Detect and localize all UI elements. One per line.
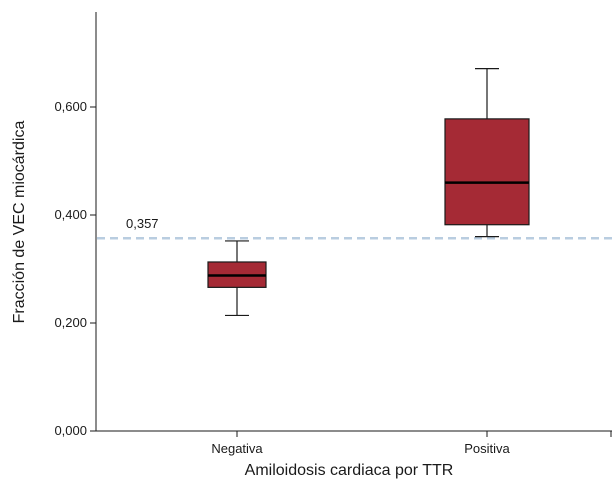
y-tick-label: 0,600 <box>54 99 87 114</box>
y-axis-title: Fracción de VEC miocárdica <box>11 121 28 324</box>
x-axis-title: Amiloidosis cardiaca por TTR <box>245 462 454 479</box>
box-iqr <box>444 118 530 226</box>
reference-line-group: 0,357 <box>97 216 612 240</box>
box-positiva <box>444 68 530 238</box>
y-tick-label: 0,400 <box>54 207 87 222</box>
x-tick-label: Positiva <box>464 441 510 456</box>
x-tick-label: Negativa <box>211 441 263 456</box>
x-ticks: Negativa Positiva <box>211 431 612 456</box>
y-ticks: 0,000 0,200 0,400 0,600 <box>54 99 96 438</box>
y-tick-label: 0,000 <box>54 423 87 438</box>
boxes <box>207 68 530 317</box>
box-negativa <box>207 240 267 317</box>
y-tick-label: 0,200 <box>54 315 87 330</box>
reference-line-label: 0,357 <box>126 216 159 231</box>
axes <box>95 12 612 432</box>
